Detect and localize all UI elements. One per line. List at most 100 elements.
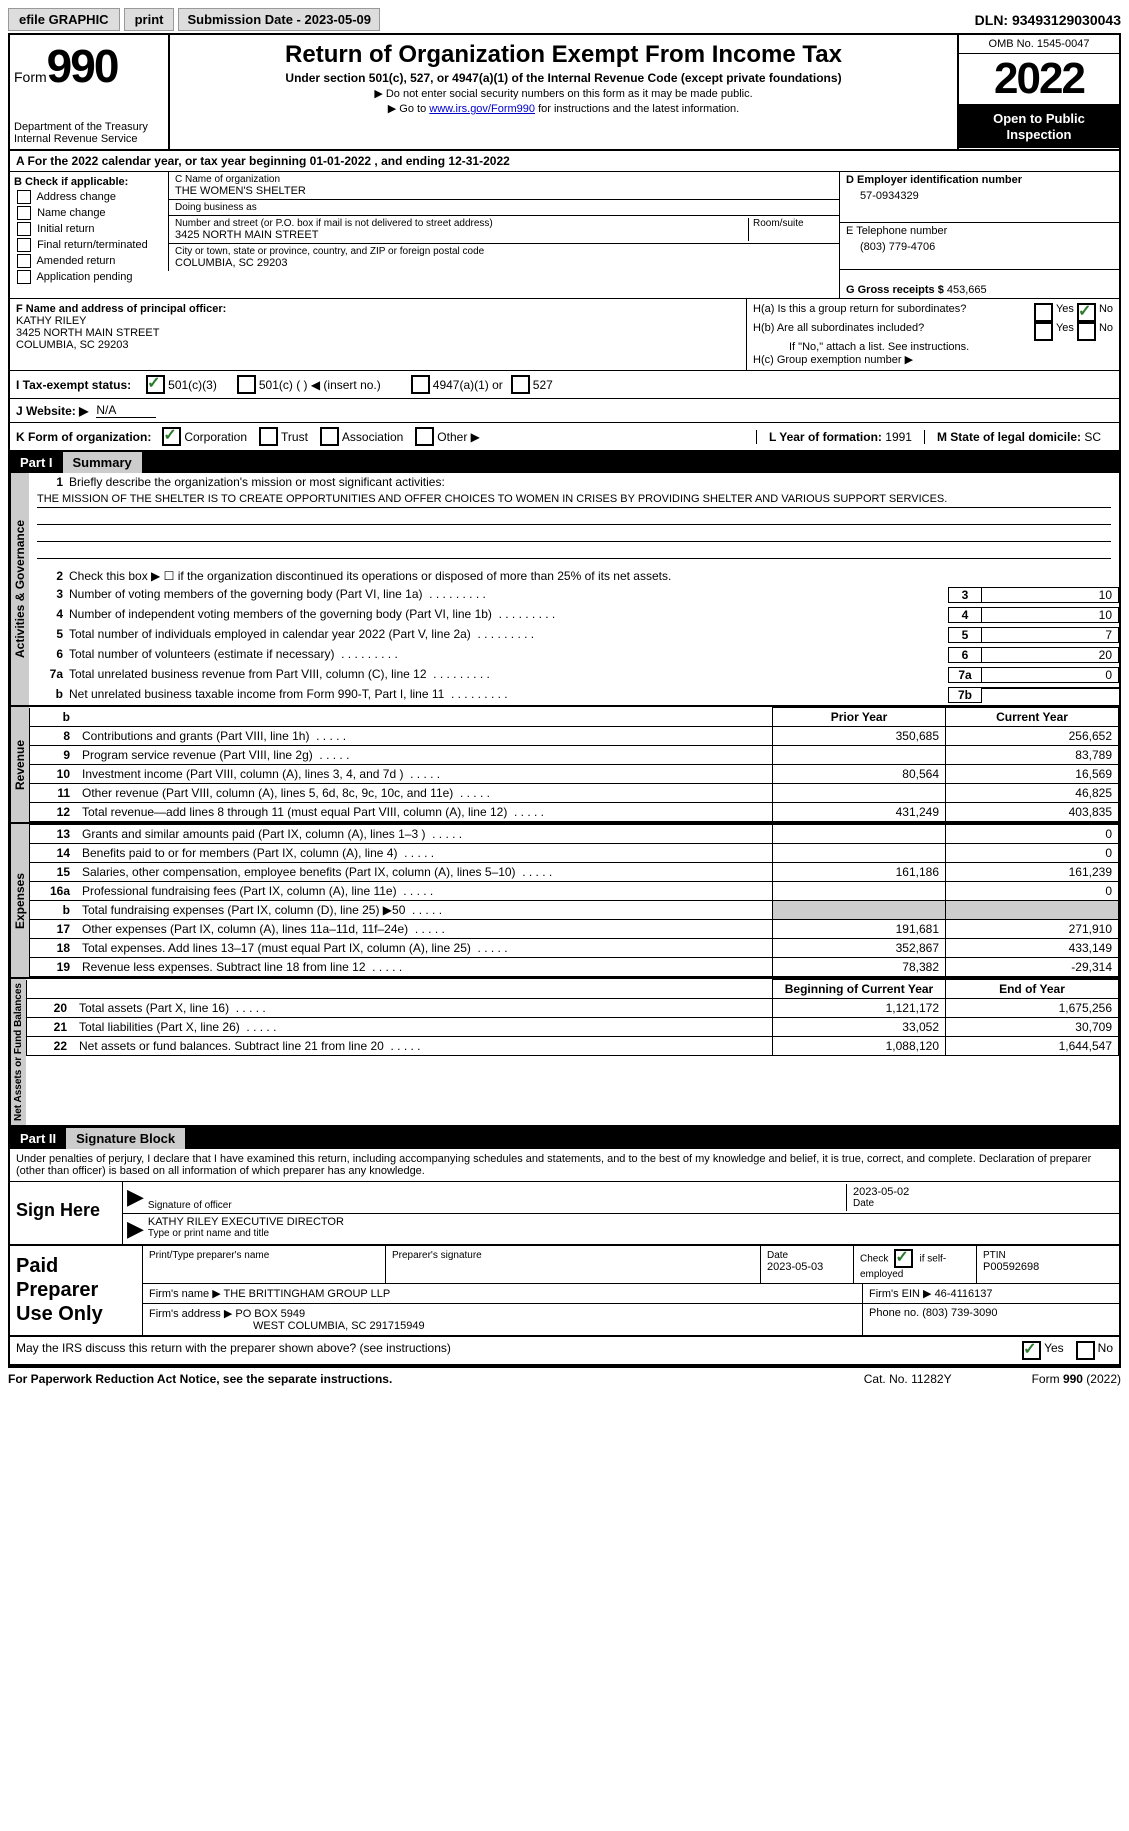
- k-trust[interactable]: [259, 427, 278, 446]
- sig-arrow-icon: ▶: [123, 1184, 148, 1211]
- table-row: 16aProfessional fundraising fees (Part I…: [30, 882, 1119, 901]
- city-label: City or town, state or province, country…: [175, 246, 833, 257]
- table-row: 22Net assets or fund balances. Subtract …: [27, 1037, 1119, 1056]
- row-k: K Form of organization: Corporation Trus…: [10, 423, 1119, 451]
- table-row: 18Total expenses. Add lines 13–17 (must …: [30, 939, 1119, 958]
- row-i: I Tax-exempt status: 501(c)(3) 501(c) ( …: [10, 371, 1119, 399]
- k-other[interactable]: [415, 427, 434, 446]
- form-container: Form990 Department of the Treasury Inter…: [8, 33, 1121, 1368]
- omb-number: OMB No. 1545-0047: [959, 35, 1119, 54]
- line1-label: Briefly describe the organization's miss…: [69, 475, 1119, 489]
- form-label: Form: [14, 69, 47, 85]
- sig-date: 2023-05-02: [853, 1186, 1113, 1198]
- i-527[interactable]: [511, 375, 530, 394]
- officer-addr2: COLUMBIA, SC 29203: [16, 339, 129, 351]
- k-corp[interactable]: [162, 427, 181, 446]
- summary-line: 5Total number of individuals employed in…: [29, 625, 1119, 645]
- irs-link[interactable]: www.irs.gov/Form990: [429, 103, 535, 115]
- chk-name[interactable]: Name change: [14, 206, 164, 220]
- i-4947[interactable]: [411, 375, 430, 394]
- summary-line: 3Number of voting members of the governi…: [29, 585, 1119, 605]
- print-button[interactable]: print: [124, 8, 175, 31]
- line2: Check this box ▶ ☐ if the organization d…: [69, 569, 1119, 583]
- paid-label: Paid Preparer Use Only: [10, 1246, 143, 1335]
- b-label: B Check if applicable:: [14, 176, 164, 188]
- table-row: 9Program service revenue (Part VIII, lin…: [30, 746, 1119, 765]
- hb-note: If "No," attach a list. See instructions…: [753, 341, 1113, 353]
- summary-line: 6Total number of volunteers (estimate if…: [29, 645, 1119, 665]
- side-na: Net Assets or Fund Balances: [10, 979, 26, 1125]
- i-501c[interactable]: [237, 375, 256, 394]
- phone: (803) 779-4706: [846, 237, 1113, 253]
- page-footer: For Paperwork Reduction Act Notice, see …: [8, 1368, 1121, 1386]
- sign-section: Sign Here ▶ Signature of officer 2023-05…: [10, 1182, 1119, 1246]
- form-note2: ▶ Go to www.irs.gov/Form990 for instruct…: [178, 102, 949, 115]
- street-label: Number and street (or P.O. box if mail i…: [175, 218, 748, 229]
- footer-form: Form 990 (2022): [1032, 1372, 1121, 1386]
- part1-header: Part I Summary: [10, 451, 1119, 473]
- table-row: 10Investment income (Part VIII, column (…: [30, 765, 1119, 784]
- table-row: 15Salaries, other compensation, employee…: [30, 863, 1119, 882]
- c-name-label: C Name of organization: [175, 174, 833, 185]
- hb-no[interactable]: [1077, 322, 1096, 341]
- topbar: efile GRAPHIC print Submission Date - 20…: [8, 8, 1121, 31]
- hc-label: H(c) Group exemption number ▶: [753, 353, 1113, 366]
- officer-addr1: 3425 NORTH MAIN STREET: [16, 327, 159, 339]
- row-j: J Website: ▶ N/A: [10, 399, 1119, 423]
- form-subtitle: Under section 501(c), 527, or 4947(a)(1)…: [178, 71, 949, 85]
- open-public-badge: Open to Public Inspection: [959, 105, 1119, 148]
- row-a-tax-year: A For the 2022 calendar year, or tax yea…: [10, 151, 1119, 172]
- discuss-no[interactable]: [1076, 1341, 1095, 1360]
- table-row: 17Other expenses (Part IX, column (A), l…: [30, 920, 1119, 939]
- form-number: 990: [47, 40, 118, 92]
- table-row: 19Revenue less expenses. Subtract line 1…: [30, 958, 1119, 977]
- summary-line: 4Number of independent voting members of…: [29, 605, 1119, 625]
- room-label: Room/suite: [753, 218, 833, 229]
- org-name: THE WOMEN'S SHELTER: [175, 185, 833, 197]
- efile-button[interactable]: efile GRAPHIC: [8, 8, 120, 31]
- hb-yes[interactable]: [1034, 322, 1053, 341]
- f-label: F Name and address of principal officer:: [16, 303, 226, 315]
- k-assoc[interactable]: [320, 427, 339, 446]
- chk-pending[interactable]: Application pending: [14, 270, 164, 284]
- chk-address[interactable]: Address change: [14, 190, 164, 204]
- e-label: E Telephone number: [846, 225, 1113, 237]
- table-row: 11Other revenue (Part VIII, column (A), …: [30, 784, 1119, 803]
- table-row: 12Total revenue—add lines 8 through 11 (…: [30, 803, 1119, 822]
- tax-year: 2022: [959, 54, 1119, 105]
- summary-rev: Revenue bPrior YearCurrent Year8Contribu…: [10, 707, 1119, 824]
- ha-no[interactable]: [1077, 303, 1096, 322]
- ha-label: H(a) Is this a group return for subordin…: [753, 303, 1031, 322]
- side-ag: Activities & Governance: [10, 473, 29, 705]
- table-row: 21Total liabilities (Part X, line 26) . …: [27, 1018, 1119, 1037]
- sig-officer-label: Signature of officer: [148, 1200, 846, 1211]
- form-title: Return of Organization Exempt From Incom…: [178, 41, 949, 69]
- hb-label: H(b) Are all subordinates included?: [753, 322, 1031, 341]
- chk-amended[interactable]: Amended return: [14, 254, 164, 268]
- ha-yes[interactable]: [1034, 303, 1053, 322]
- table-row: 14Benefits paid to or for members (Part …: [30, 844, 1119, 863]
- chk-self-employed[interactable]: [894, 1249, 913, 1268]
- section-identity: B Check if applicable: Address change Na…: [10, 172, 1119, 299]
- d-label: D Employer identification number: [846, 174, 1113, 186]
- l-year: L Year of formation: 1991: [756, 430, 924, 444]
- discuss-row: May the IRS discuss this return with the…: [10, 1337, 1119, 1366]
- summary-line: bNet unrelated business taxable income f…: [29, 685, 1119, 705]
- gross-receipts: 453,665: [947, 284, 987, 296]
- part2-header: Part II Signature Block: [10, 1127, 1119, 1149]
- row-fh: F Name and address of principal officer:…: [10, 299, 1119, 371]
- perjury-text: Under penalties of perjury, I declare th…: [10, 1149, 1119, 1182]
- dba-label: Doing business as: [175, 202, 833, 213]
- footer-left: For Paperwork Reduction Act Notice, see …: [8, 1372, 392, 1386]
- sign-here-label: Sign Here: [10, 1182, 123, 1244]
- side-rev: Revenue: [10, 707, 29, 822]
- discuss-yes[interactable]: [1022, 1341, 1041, 1360]
- submission-date: Submission Date - 2023-05-09: [178, 8, 380, 31]
- chk-final[interactable]: Final return/terminated: [14, 238, 164, 252]
- summary-ag: Activities & Governance 1Briefly describ…: [10, 473, 1119, 707]
- summary-na: Net Assets or Fund Balances Beginning of…: [10, 979, 1119, 1127]
- i-501c3[interactable]: [146, 375, 165, 394]
- m-state: M State of legal domicile: SC: [924, 430, 1113, 444]
- chk-initial[interactable]: Initial return: [14, 222, 164, 236]
- table-row: 13Grants and similar amounts paid (Part …: [30, 825, 1119, 844]
